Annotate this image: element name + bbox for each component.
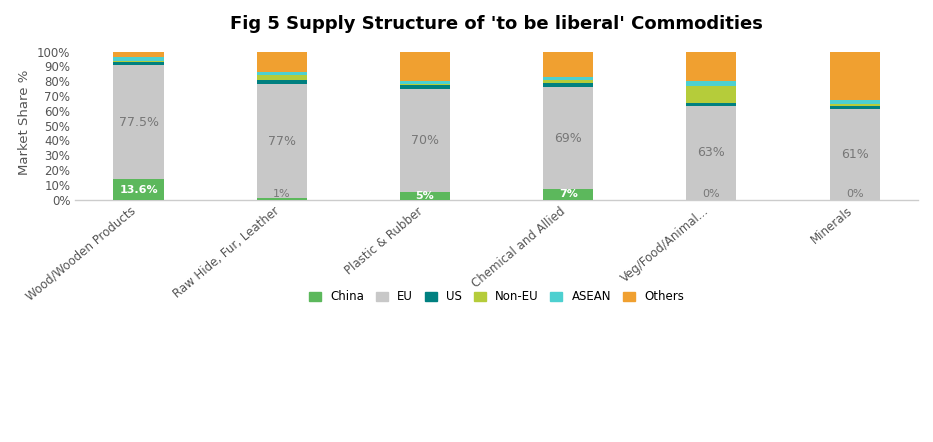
Bar [400, 88, 450, 192]
Bar [114, 65, 163, 179]
Bar [829, 107, 880, 109]
Bar [257, 52, 307, 72]
Bar [543, 83, 593, 87]
Bar [829, 109, 880, 200]
Bar [543, 80, 593, 83]
Bar [829, 104, 880, 107]
Bar [543, 52, 593, 77]
Bar [257, 198, 307, 200]
Bar [543, 77, 593, 80]
Bar [400, 81, 450, 84]
Text: 77.5%: 77.5% [118, 116, 159, 129]
Bar [400, 84, 450, 85]
Text: 7%: 7% [559, 189, 578, 199]
Bar [400, 52, 450, 81]
Bar [400, 85, 450, 88]
Bar [114, 57, 163, 61]
Bar [400, 192, 450, 200]
Text: 70%: 70% [411, 134, 439, 147]
Bar [114, 61, 163, 62]
Bar [687, 86, 736, 103]
Bar [257, 72, 307, 75]
Text: 77%: 77% [268, 135, 296, 148]
Bar [829, 100, 880, 104]
Text: 63%: 63% [698, 146, 725, 160]
Bar [257, 84, 307, 198]
Text: 5%: 5% [415, 191, 435, 201]
Bar [114, 62, 163, 65]
Text: 61%: 61% [841, 148, 869, 161]
Text: 0%: 0% [703, 189, 720, 199]
Text: 0%: 0% [846, 189, 863, 199]
Legend: China, EU, US, Non-EU, ASEAN, Others: China, EU, US, Non-EU, ASEAN, Others [304, 286, 689, 308]
Bar [687, 81, 736, 86]
Bar [543, 87, 593, 189]
Title: Fig 5 Supply Structure of 'to be liberal' Commodities: Fig 5 Supply Structure of 'to be liberal… [230, 15, 763, 33]
Text: 69%: 69% [554, 132, 582, 145]
Bar [687, 103, 736, 107]
Text: 13.6%: 13.6% [119, 184, 158, 194]
Bar [687, 107, 736, 200]
Y-axis label: Market Share %: Market Share % [19, 70, 32, 175]
Text: 1%: 1% [273, 189, 290, 199]
Bar [829, 52, 880, 100]
Bar [114, 52, 163, 57]
Bar [257, 75, 307, 80]
Bar [687, 52, 736, 81]
Bar [543, 189, 593, 200]
Bar [257, 80, 307, 84]
Bar [114, 179, 163, 200]
